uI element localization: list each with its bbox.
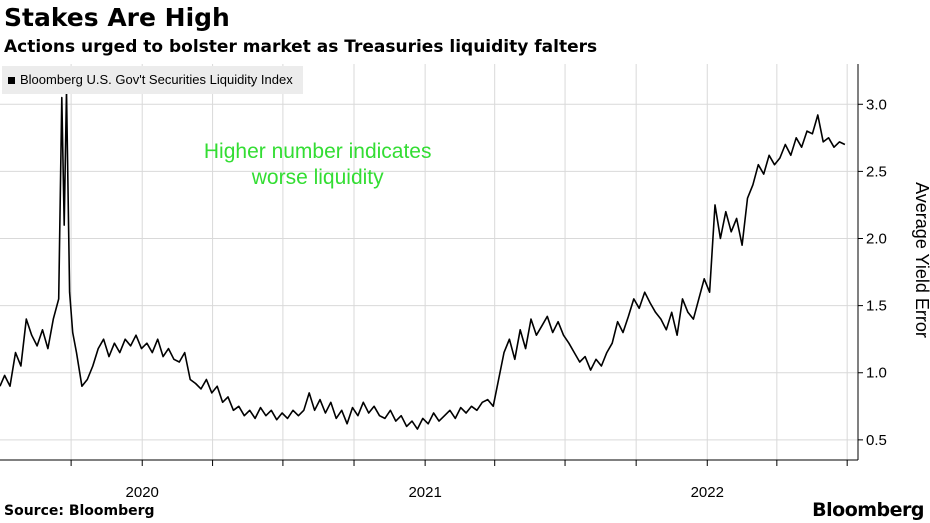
- y-tick-label: 3.0: [866, 96, 887, 113]
- source-note: Source: Bloomberg: [4, 503, 155, 519]
- series-layer: [0, 90, 846, 430]
- bloomberg-logo: Bloomberg: [812, 499, 924, 521]
- chart-title: Stakes Are High: [4, 3, 230, 32]
- y-tick-label: 1.0: [866, 365, 887, 382]
- x-tick-label: 2022: [691, 484, 724, 501]
- y-axis-title: Average Yield Error: [912, 182, 930, 338]
- annotation-line: worse liquidity: [251, 166, 384, 189]
- series-line: [0, 90, 846, 430]
- legend-label: Bloomberg U.S. Gov't Securities Liquidit…: [20, 72, 293, 87]
- y-tick-label: 2.0: [866, 231, 887, 248]
- x-tick-label: 2020: [126, 484, 159, 501]
- y-tick-label: 1.5: [866, 298, 887, 315]
- chart-legend: Bloomberg U.S. Gov't Securities Liquidit…: [2, 66, 303, 94]
- x-tick-label: 2021: [408, 484, 441, 501]
- axes: 0.5 1.0 1.5 2.0 2.5 3.0 2020 2021 2022: [0, 64, 887, 501]
- annotation-line: Higher number indicates: [204, 140, 432, 163]
- chart-annotation: Higher number indicates worse liquidity: [204, 140, 432, 189]
- legend-swatch: [8, 76, 15, 84]
- chart-subtitle: Actions urged to bolster market as Treas…: [4, 37, 598, 57]
- y-tick-label: 0.5: [866, 432, 887, 449]
- gridlines: [0, 64, 858, 460]
- y-tick-label: 2.5: [866, 163, 887, 180]
